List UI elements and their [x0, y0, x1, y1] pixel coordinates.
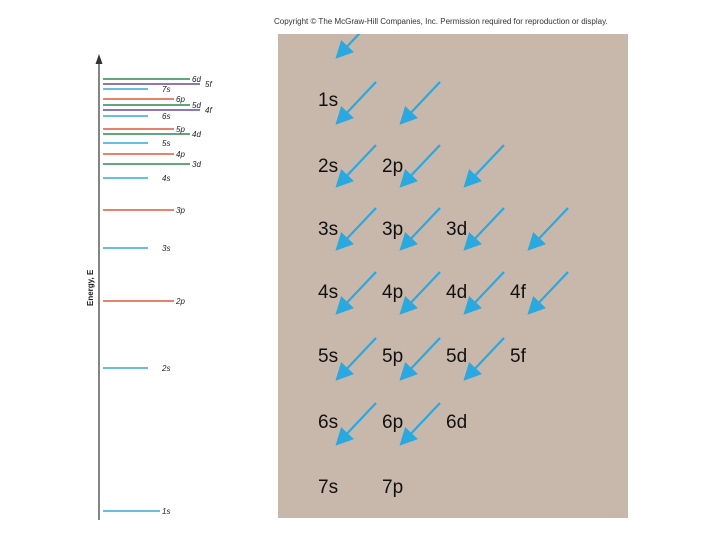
energy-level-label-3s: 3s — [162, 244, 170, 253]
energy-level-label-5d: 5d — [192, 101, 201, 110]
aufbau-arrow-5p — [399, 271, 441, 315]
energy-level-label-6p: 6p — [176, 95, 185, 104]
aufbau-label-6s: 6s — [318, 412, 338, 433]
aufbau-label-5d: 5d — [446, 346, 467, 367]
energy-level-label-4f: 4f — [205, 106, 212, 115]
aufbau-arrow-3d — [463, 144, 505, 188]
aufbau-arrow-3s — [335, 144, 377, 188]
aufbau-arrow-7s — [335, 402, 377, 446]
energy-level-label-5p: 5p — [176, 125, 185, 134]
energy-level-label-5f: 5f — [205, 80, 212, 89]
energy-level-label-3p: 3p — [176, 206, 185, 215]
energy-level-label-5s: 5s — [162, 139, 170, 148]
energy-level-label-2p: 2p — [175, 297, 185, 306]
aufbau-arrow-4f — [527, 207, 569, 251]
aufbau-label-6d: 6d — [446, 412, 467, 433]
aufbau-label-6p: 6p — [382, 412, 403, 433]
aufbau-arrow-5s — [335, 271, 377, 315]
aufbau-arrow-5f — [527, 271, 569, 315]
aufbau-label-3d: 3d — [446, 219, 467, 240]
aufbau-label-3p: 3p — [382, 219, 403, 240]
aufbau-arrow-7p — [399, 402, 441, 446]
aufbau-arrow-4s — [335, 207, 377, 251]
aufbau-arrow-6d — [463, 337, 505, 381]
aufbau-label-4d: 4d — [446, 282, 467, 303]
copyright-notice: Copyright © The McGraw-Hill Companies, I… — [274, 17, 608, 26]
aufbau-label-3s: 3s — [318, 219, 338, 240]
aufbau-orbital-labels: 1s 2s 2p 3s 3p 3d 4s 4p 4d 4f 5s 5p 5d 5f 6s 6p 6d 7s 7p — [318, 90, 527, 498]
aufbau-label-5s: 5s — [318, 346, 338, 367]
aufbau-diagram: 1s 2s 2p 3s 3p 3d 4s 4p 4d 4f 5s 5p 5d 5f 6s 6p 6d 7s 7p — [318, 34, 569, 498]
aufbau-label-7p: 7p — [382, 477, 403, 498]
energy-levels: 1s 2s 2p 3s 3p 4s 3d 4p 5s 4d 5p 6s 4f 5d 6p 7s 5f 6d — [103, 75, 212, 516]
energy-level-label-1s: 1s — [162, 507, 170, 516]
aufbau-label-4p: 4p — [382, 282, 403, 303]
aufbau-arrow-4d — [463, 207, 505, 251]
aufbau-arrow-6p — [399, 337, 441, 381]
energy-axis-arrowhead — [95, 54, 103, 64]
aufbau-arrow-4p — [399, 207, 441, 251]
aufbau-label-2p: 2p — [382, 156, 403, 177]
energy-level-diagram: Energy, E 1s 2s 2p 3s 3p 4s 3d 4p 5s 4d 5p 6s 4f 5d 6p… — [86, 54, 212, 520]
energy-level-label-4s: 4s — [162, 174, 170, 183]
aufbau-arrow-5d — [463, 271, 505, 315]
aufbau-label-4s: 4s — [318, 282, 338, 303]
energy-level-label-4d: 4d — [192, 130, 201, 139]
aufbau-label-4f: 4f — [510, 282, 527, 303]
aufbau-arrow-2p — [399, 81, 441, 125]
energy-level-label-3d: 3d — [192, 160, 201, 169]
aufbau-label-5p: 5p — [382, 346, 403, 367]
aufbau-label-2s: 2s — [318, 156, 338, 177]
aufbau-label-7s: 7s — [318, 477, 338, 498]
aufbau-label-1s: 1s — [318, 90, 338, 111]
aufbau-arrows — [335, 34, 569, 446]
aufbau-arrow-3p — [399, 144, 441, 188]
energy-level-label-7s: 7s — [162, 85, 170, 94]
aufbau-arrow-2s — [335, 81, 377, 125]
aufbau-label-5f: 5f — [510, 346, 527, 367]
energy-level-label-2s: 2s — [161, 364, 170, 373]
aufbau-arrow-6s — [335, 337, 377, 381]
energy-level-label-4p: 4p — [176, 150, 185, 159]
aufbau-arrow-1s — [335, 34, 361, 59]
energy-level-label-6s: 6s — [162, 112, 170, 121]
energy-axis-label: Energy, E — [86, 269, 95, 306]
energy-level-label-6d: 6d — [192, 75, 201, 84]
